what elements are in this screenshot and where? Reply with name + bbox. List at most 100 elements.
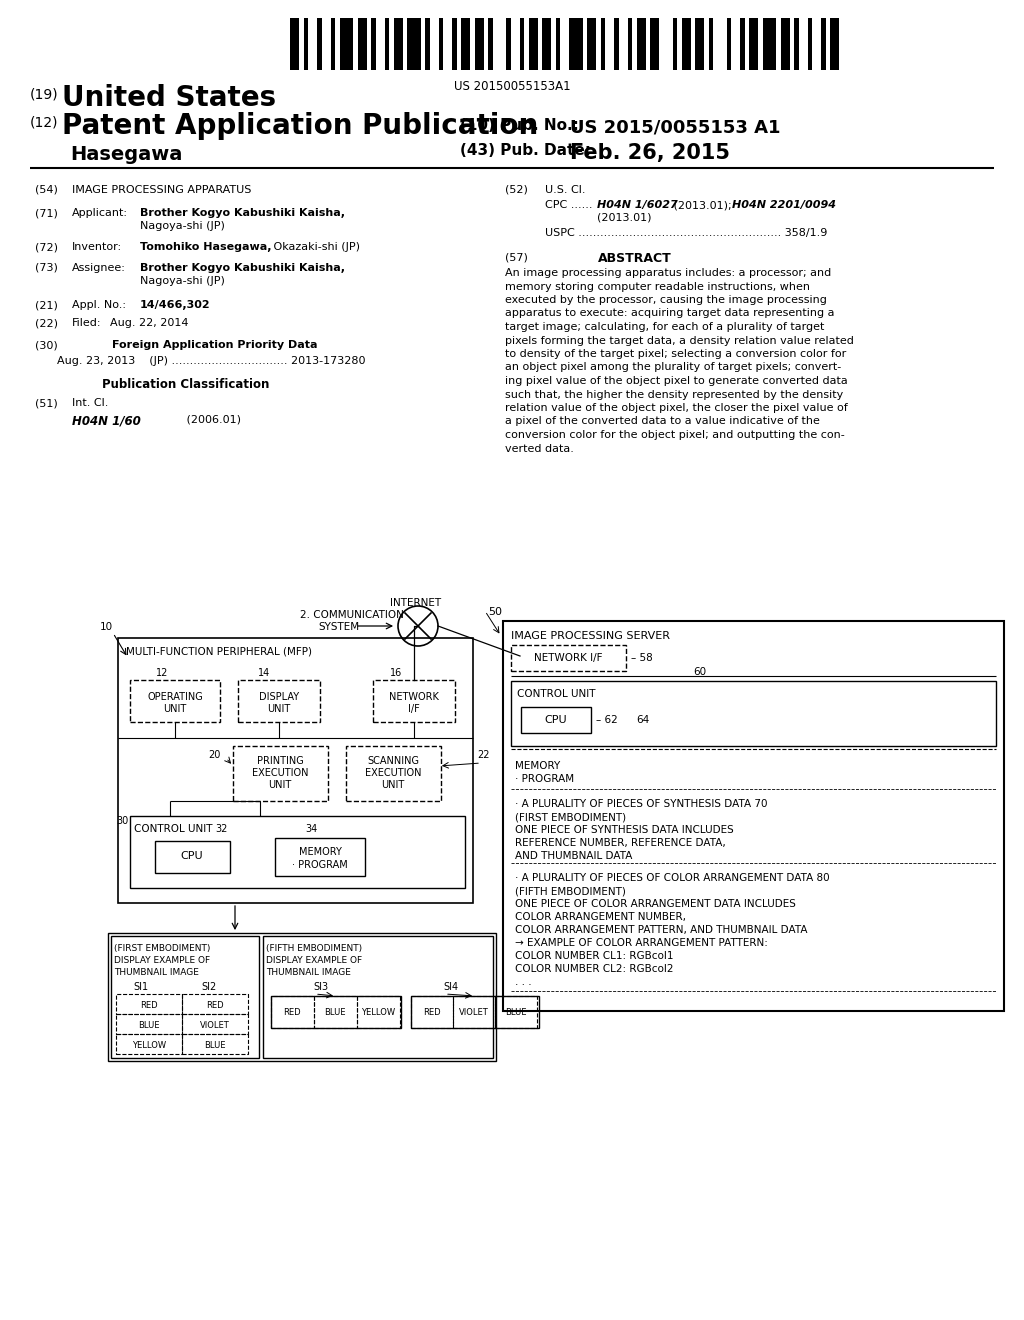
Text: COLOR NUMBER CL2: RGBcol2: COLOR NUMBER CL2: RGBcol2 — [515, 964, 674, 974]
Text: (72): (72) — [35, 242, 58, 252]
Bar — [763, 18, 776, 70]
Bar — [407, 18, 421, 70]
Bar — [340, 18, 353, 70]
Text: CONTROL UNIT: CONTROL UNIT — [134, 824, 213, 834]
Text: UNIT: UNIT — [381, 780, 404, 789]
Text: COLOR ARRANGEMENT PATTERN, AND THUMBNAIL DATA: COLOR ARRANGEMENT PATTERN, AND THUMBNAIL… — [515, 925, 808, 935]
Bar — [438, 18, 443, 70]
Bar — [780, 18, 790, 70]
Text: SI3: SI3 — [313, 982, 328, 993]
Text: DISPLAY EXAMPLE OF: DISPLAY EXAMPLE OF — [114, 956, 210, 965]
Bar — [749, 18, 758, 70]
Bar — [808, 18, 812, 70]
Text: ABSTRACT: ABSTRACT — [598, 252, 672, 265]
Bar — [290, 18, 299, 70]
Text: Foreign Application Priority Data: Foreign Application Priority Data — [112, 341, 317, 350]
Text: SI1: SI1 — [133, 982, 148, 993]
Text: a pixel of the converted data to a value indicative of the: a pixel of the converted data to a value… — [505, 417, 820, 426]
Bar — [331, 18, 335, 70]
Text: (FIFTH EMBODIMENT): (FIFTH EMBODIMENT) — [515, 886, 626, 896]
Text: Nagoya-shi (JP): Nagoya-shi (JP) — [140, 276, 225, 286]
Text: BLUE: BLUE — [325, 1008, 346, 1016]
Text: BLUE: BLUE — [138, 1020, 160, 1030]
Bar — [726, 18, 731, 70]
Text: (52): (52) — [505, 185, 528, 195]
Bar — [830, 18, 839, 70]
Text: UNIT: UNIT — [267, 704, 291, 714]
Bar — [650, 18, 659, 70]
Bar — [373, 680, 455, 722]
Text: – 62: – 62 — [596, 715, 617, 725]
Text: MULTI-FUNCTION PERIPHERAL (MFP): MULTI-FUNCTION PERIPHERAL (MFP) — [126, 645, 312, 656]
Text: 14/466,302: 14/466,302 — [140, 300, 211, 310]
Bar — [263, 936, 493, 1059]
Bar — [314, 997, 357, 1028]
Text: MEMORY: MEMORY — [515, 762, 560, 771]
Text: . . .: . . . — [515, 977, 531, 987]
Bar — [461, 18, 470, 70]
Bar — [673, 18, 677, 70]
Text: 34: 34 — [305, 824, 317, 834]
Bar — [740, 18, 744, 70]
Text: ONE PIECE OF COLOR ARRANGEMENT DATA INCLUDES: ONE PIECE OF COLOR ARRANGEMENT DATA INCL… — [515, 899, 796, 909]
Text: (21): (21) — [35, 300, 58, 310]
Bar — [317, 18, 322, 70]
Bar — [682, 18, 690, 70]
Bar — [116, 994, 182, 1014]
Text: (54): (54) — [35, 185, 58, 195]
Bar — [521, 708, 591, 733]
Text: (FIRST EMBODIMENT): (FIRST EMBODIMENT) — [114, 944, 210, 953]
Bar — [346, 746, 441, 801]
Text: COLOR NUMBER CL1: RGBcol1: COLOR NUMBER CL1: RGBcol1 — [515, 950, 674, 961]
Text: BLUE: BLUE — [204, 1041, 225, 1049]
Text: ing pixel value of the object pixel to generate converted data: ing pixel value of the object pixel to g… — [505, 376, 848, 385]
Text: conversion color for the object pixel; and outputting the con-: conversion color for the object pixel; a… — [505, 430, 845, 440]
Text: US 20150055153A1: US 20150055153A1 — [454, 81, 570, 92]
Text: H04N 1/6027: H04N 1/6027 — [597, 201, 678, 210]
Bar — [614, 18, 618, 70]
Text: such that, the higher the density represented by the density: such that, the higher the density repres… — [505, 389, 843, 400]
Text: Aug. 23, 2013    (JP) ................................ 2013-173280: Aug. 23, 2013 (JP) .....................… — [57, 356, 366, 366]
Bar — [587, 18, 596, 70]
Text: United States: United States — [62, 84, 276, 112]
Text: 60: 60 — [693, 667, 707, 677]
Bar — [794, 18, 799, 70]
Text: an object pixel among the plurality of target pixels; convert-: an object pixel among the plurality of t… — [505, 363, 842, 372]
Text: 64: 64 — [636, 715, 649, 725]
Bar — [555, 18, 560, 70]
Text: DISPLAY: DISPLAY — [259, 692, 299, 702]
Text: PRINTING: PRINTING — [257, 756, 303, 766]
Bar — [271, 997, 314, 1028]
Bar — [384, 18, 389, 70]
Bar — [453, 997, 495, 1028]
Text: Patent Application Publication: Patent Application Publication — [62, 112, 539, 140]
Text: Okazaki-shi (JP): Okazaki-shi (JP) — [270, 242, 360, 252]
Text: SI2: SI2 — [201, 982, 216, 993]
Text: apparatus to execute: acquiring target data representing a: apparatus to execute: acquiring target d… — [505, 309, 835, 318]
Text: IMAGE PROCESSING SERVER: IMAGE PROCESSING SERVER — [511, 631, 670, 642]
Text: An image processing apparatus includes: a processor; and: An image processing apparatus includes: … — [505, 268, 831, 279]
Text: (19): (19) — [30, 88, 58, 102]
Text: (2013.01): (2013.01) — [597, 213, 651, 223]
Bar — [238, 680, 319, 722]
Bar — [411, 997, 539, 1028]
Text: Nagoya-shi (JP): Nagoya-shi (JP) — [140, 220, 225, 231]
Text: (51): (51) — [35, 399, 57, 408]
Bar — [116, 1034, 182, 1053]
Text: · PROGRAM: · PROGRAM — [292, 861, 348, 870]
Bar — [275, 838, 365, 876]
Bar — [357, 18, 367, 70]
Text: EXECUTION: EXECUTION — [365, 768, 421, 777]
Text: H04N 2201/0094: H04N 2201/0094 — [732, 201, 836, 210]
Text: pixels forming the target data, a density relation value related: pixels forming the target data, a densit… — [505, 335, 854, 346]
Bar — [488, 18, 493, 70]
Text: THUMBNAIL IMAGE: THUMBNAIL IMAGE — [114, 968, 199, 977]
Text: memory storing computer readable instructions, when: memory storing computer readable instruc… — [505, 281, 810, 292]
Bar — [637, 18, 645, 70]
Bar — [506, 18, 511, 70]
Text: Inventor:: Inventor: — [72, 242, 122, 252]
Text: Int. Cl.: Int. Cl. — [72, 399, 109, 408]
Text: · A PLURALITY OF PIECES OF COLOR ARRANGEMENT DATA 80: · A PLURALITY OF PIECES OF COLOR ARRANGE… — [515, 873, 829, 883]
Text: NETWORK I/F: NETWORK I/F — [534, 653, 602, 663]
Text: U.S. Cl.: U.S. Cl. — [545, 185, 586, 195]
